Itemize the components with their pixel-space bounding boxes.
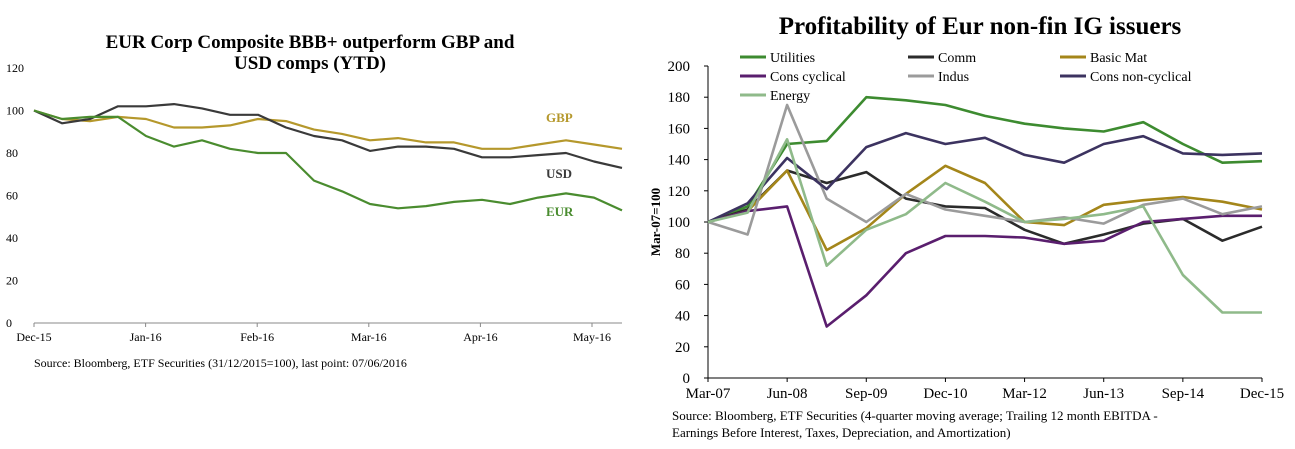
right-y-tick-label: 140 [668,153,691,169]
left-x-tick-label: Mar-16 [351,330,387,344]
right-series-line-utilities [707,95,1263,224]
right-x-tick-label: Jun-08 [767,386,808,402]
right-series-line-cons-non-cyclical [707,131,1263,224]
right-chart-panel: Profitability of Eur non-fin IG issuers … [640,0,1295,449]
left-y-tick-label: 60 [6,189,18,203]
right-y-tick-label: 180 [668,90,691,106]
left-title-line1: EUR Corp Composite BBB+ outperform GBP a… [105,32,515,53]
right-chart-source: Source: Bloomberg, ETF Securities (4-qua… [672,407,1292,441]
left-title-line2: USD comps (YTD) [234,53,386,74]
right-source-line2: Earnings Before Interest, Taxes, Depreci… [672,425,1011,440]
right-legend-label-indus: Indus [938,70,969,85]
left-series-line-usd [33,102,623,169]
right-source-line1: Source: Bloomberg, ETF Securities (4-qua… [672,408,1158,423]
left-series-label-usd: USD [546,166,572,181]
right-y-tick-label: 80 [675,246,690,262]
right-y-tick-label: 40 [675,309,690,325]
left-chart-title: EUR Corp Composite BBB+ outperform GBP a… [60,32,560,74]
left-y-tick-label: 80 [6,146,18,160]
left-y-tick-label: 100 [6,104,24,118]
left-series-label-gbp: GBP [546,110,573,125]
left-series-line-gbp [33,109,623,150]
right-series-line-cons-cyclical [707,205,1262,328]
right-y-axis-label: Mar-07=100 [648,188,663,256]
left-series-line-eur [33,109,623,212]
left-chart-svg: 0 20 40 60 80 100 120 Dec-15 Jan-16 Feb-16 Mar-16 A… [6,61,623,344]
right-legend-label-basic-mat: Basic Mat [1090,51,1147,66]
right-y-tick-label: 60 [675,277,690,293]
right-chart-svg: 0 20 40 60 80 100 120 140 160 180 200 Mar-07=100 Mar… [648,51,1284,402]
right-y-tick-label: 200 [668,59,691,75]
right-x-tick-label: Mar-12 [1002,386,1047,402]
right-y-tick-label: 120 [668,184,691,200]
left-x-tick-label: May-16 [573,330,611,344]
right-legend-label-cons-cyclical: Cons cyclical [770,70,846,85]
right-legend-label-utilities: Utilities [770,51,815,66]
right-x-tick-label: Sep-09 [845,386,888,402]
left-x-tick-label: Dec-15 [16,330,51,344]
right-legend-label-comm: Comm [938,51,976,66]
left-y-tick-label: 0 [6,316,12,330]
right-chart-title: Profitability of Eur non-fin IG issuers [778,13,1182,40]
right-x-tick-label: Sep-14 [1162,386,1205,402]
right-y-tick-label: 100 [668,215,691,231]
right-series-line-comm [707,169,1263,246]
right-y-tick-label: 0 [683,371,691,387]
right-series-line-indus [707,103,1263,236]
right-x-tick-label: Jun-13 [1083,386,1124,402]
left-x-tick-label: Jan-16 [130,330,162,344]
right-y-tick-label: 160 [668,121,691,137]
left-x-tick-label: Apr-16 [463,330,497,344]
left-chart-panel: EUR Corp Composite BBB+ outperform GBP a… [0,0,640,449]
right-legend-label-cons-non-cyclical: Cons non-cyclical [1090,70,1192,85]
right-y-tick-label: 20 [675,340,690,356]
right-x-tick-label: Mar-07 [686,386,731,402]
left-y-tick-label: 120 [6,61,24,75]
right-series-line-energy [707,138,1262,314]
left-series-label-eur: EUR [546,204,574,219]
right-legend-label-energy: Energy [770,89,810,104]
right-x-tick-label: Dec-10 [923,386,967,402]
right-x-tick-label: Dec-15 [1240,386,1284,402]
right-series-line-basic-mat [707,164,1263,252]
left-y-tick-label: 40 [6,231,18,245]
left-y-tick-label: 20 [6,274,18,288]
left-x-tick-label: Feb-16 [240,330,274,344]
left-chart-source: Source: Bloomberg, ETF Securities (31/12… [34,356,407,370]
